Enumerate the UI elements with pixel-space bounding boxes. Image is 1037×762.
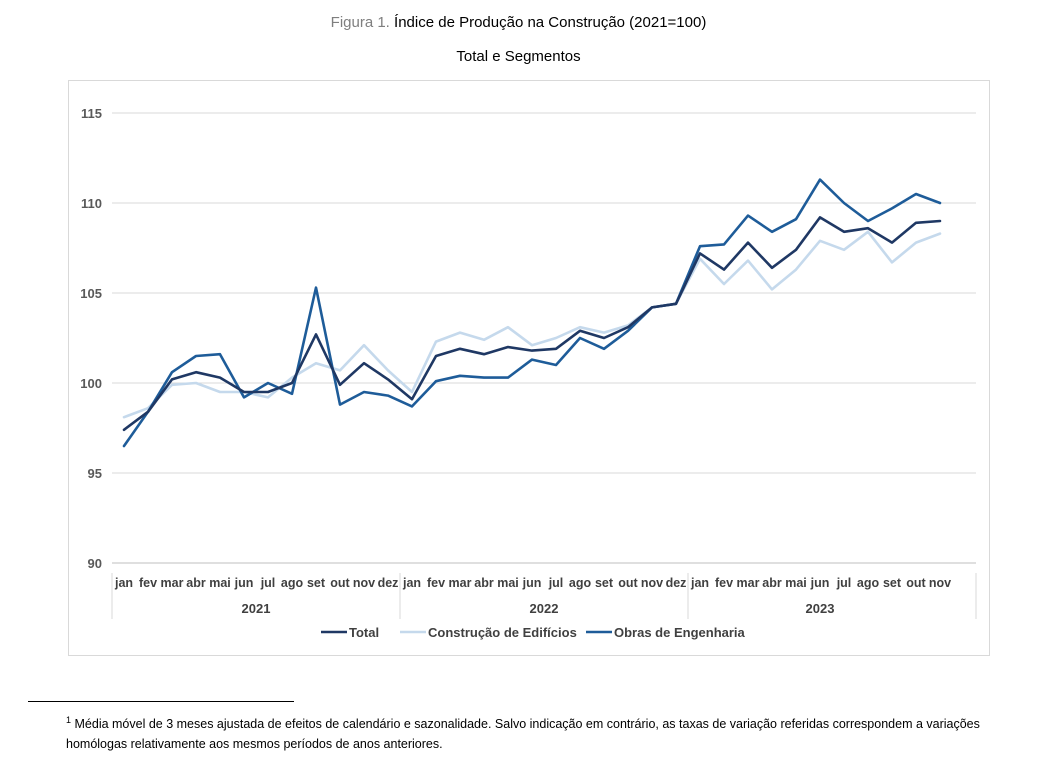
footnote: 1 Média móvel de 3 meses ajustada de efe…: [66, 710, 986, 754]
x-tick-label: ago: [281, 576, 304, 590]
x-tick-label: fev: [427, 576, 445, 590]
x-tick-label: out: [330, 576, 350, 590]
legend-label: Total: [349, 625, 379, 640]
x-tick-label: out: [618, 576, 638, 590]
figure-title: Figura 1. Índice de Produção na Construç…: [0, 14, 1037, 31]
x-tick-label: nov: [641, 576, 663, 590]
x-tick-label: mar: [449, 576, 472, 590]
x-tick-label: nov: [353, 576, 375, 590]
x-tick-label: set: [883, 576, 902, 590]
legend-label: Obras de Engenharia: [614, 625, 746, 640]
x-tick-label: mar: [737, 576, 760, 590]
figure-subtitle: Total e Segmentos: [456, 48, 581, 65]
x-tick-label: abr: [474, 576, 494, 590]
x-tick-label: ago: [569, 576, 592, 590]
year-label-2022: 2022: [530, 601, 559, 616]
y-tick-label: 95: [88, 466, 102, 481]
x-tick-label: dez: [378, 576, 399, 590]
x-tick-label: fev: [139, 576, 157, 590]
series-line-obras-de-engenharia: [122, 178, 942, 448]
x-tick-label: jul: [836, 576, 852, 590]
x-tick-label: mai: [785, 576, 807, 590]
x-tick-label: abr: [186, 576, 206, 590]
y-tick-label: 115: [81, 106, 102, 121]
x-tick-label: ago: [857, 576, 880, 590]
legend-label: Construção de Edifícios: [428, 625, 577, 640]
footnote-text: Média móvel de 3 meses ajustada de efeit…: [66, 717, 980, 752]
x-tick-label: mai: [209, 576, 231, 590]
chart-frame: 90 95 100 105 110 115 jan fev mar abr mai jun jul ago…: [68, 80, 990, 656]
x-tick-label: jan: [114, 576, 133, 590]
footnote-divider: [28, 701, 294, 702]
y-tick-label: 100: [80, 376, 102, 391]
x-tick-label: jan: [690, 576, 709, 590]
x-tick-label: mar: [161, 576, 184, 590]
series-line-total: [122, 216, 942, 432]
x-tick-label: jun: [810, 576, 830, 590]
year-label-2021: 2021: [242, 601, 271, 616]
figure-title-text: Índice de Produção na Construção (2021=1…: [394, 14, 707, 31]
x-tick-label: abr: [762, 576, 782, 590]
y-tick-label: 90: [88, 556, 102, 571]
y-tick-label: 105: [80, 286, 102, 301]
x-tick-label: jan: [402, 576, 421, 590]
year-label-2023: 2023: [806, 601, 835, 616]
x-tick-label: jul: [548, 576, 564, 590]
x-tick-label: out: [906, 576, 926, 590]
x-tick-label: set: [595, 576, 614, 590]
figure-label: Figura 1.: [330, 14, 390, 31]
x-tick-label: nov: [929, 576, 951, 590]
x-tick-label: jun: [234, 576, 254, 590]
x-tick-label: fev: [715, 576, 733, 590]
x-tick-label: jun: [522, 576, 542, 590]
x-tick-label: dez: [666, 576, 687, 590]
x-tick-label: set: [307, 576, 326, 590]
footnote-marker: 1: [66, 715, 72, 725]
y-tick-label: 110: [81, 196, 102, 211]
series-line-constru-o-de-edif-cios: [122, 230, 942, 419]
x-tick-label: mai: [497, 576, 519, 590]
x-tick-label: jul: [260, 576, 276, 590]
